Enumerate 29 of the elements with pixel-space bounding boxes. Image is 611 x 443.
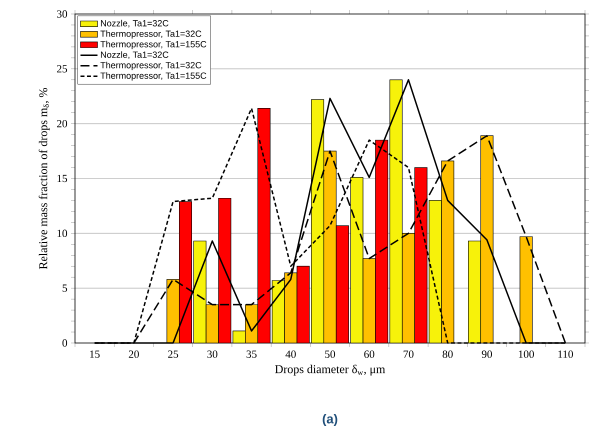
x-tick-label: 20 [128,350,139,358]
x-tick-label: 35 [246,350,257,358]
x-tick-label: 15 [90,350,100,358]
y-tick-label: 15 [58,174,68,182]
legend-label: Thermopressor, Ta1=155C [100,40,206,50]
x-axis-title: Drops diameter δ$_{w}$, μm [275,364,386,376]
x-tick-label: 30 [207,350,218,358]
y-tick-label: 10 [58,230,68,238]
x-tick-label: 90 [482,350,492,358]
legend-label: Thermopressor, Ta1=32C [100,30,202,39]
y-tick-label: 20 [57,120,68,128]
x-tick-label: 100 [518,350,534,358]
x-tick-label: 25 [168,350,178,358]
y-tick-label: 5 [62,284,68,292]
y-axis-title: Relative mass fraction of drops m$_{δ}$, % [38,88,50,270]
x-tick-label: 40 [286,350,296,358]
legend-label: Nozzle, Ta1=32C [100,51,168,59]
x-tick-label: 50 [325,350,336,358]
y-tick-label: 25 [57,65,68,73]
x-tick-label: 110 [558,350,573,358]
y-tick-label: 30 [57,10,68,18]
x-tick-label: 80 [442,350,453,358]
text: (a) [322,414,338,426]
y-tick-label: 0 [62,339,68,347]
legend-label: Thermopressor, Ta1=155C [100,72,206,81]
x-tick-label: 60 [364,350,374,358]
x-tick-label: 70 [404,350,414,358]
legend-label: Nozzle, Ta1=32C [100,20,168,28]
legend-label: Thermopressor, Ta1=32C [100,62,202,70]
